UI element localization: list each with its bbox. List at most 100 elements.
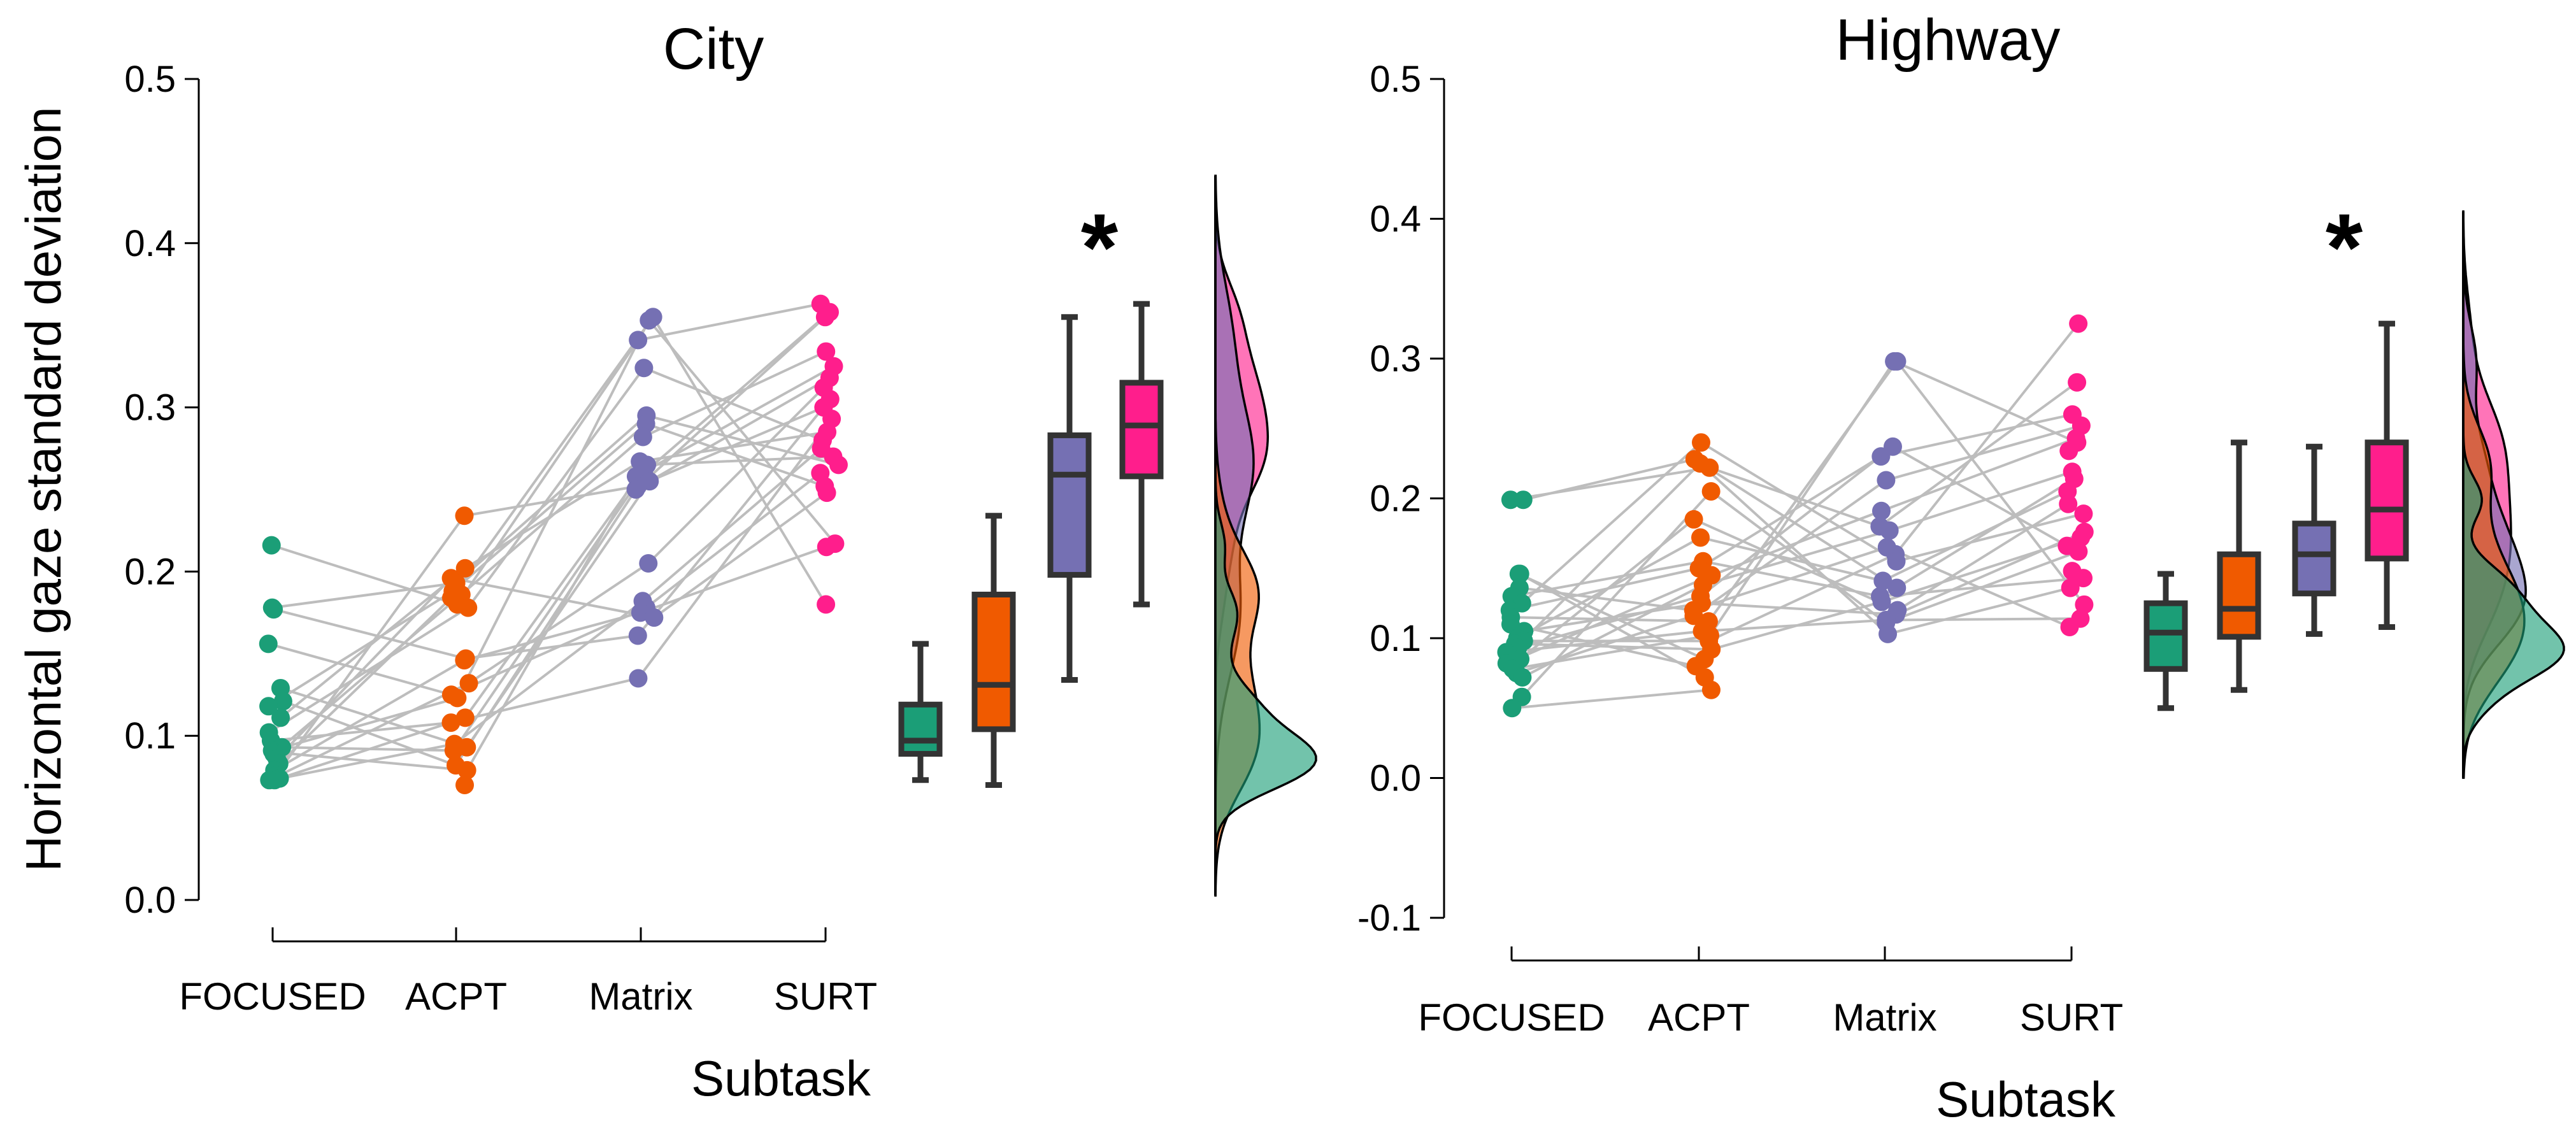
pair-line (1517, 595, 1701, 650)
data-point (1503, 699, 1522, 718)
pair-line (643, 366, 824, 442)
data-point (639, 554, 658, 573)
pair-line (271, 544, 458, 606)
data-point (1692, 433, 1711, 452)
data-point (273, 692, 292, 711)
density-focused (1214, 176, 1317, 896)
points-focused (259, 536, 292, 790)
pair-line (1511, 560, 1703, 598)
pair-line (1521, 441, 1702, 604)
data-point (1691, 528, 1710, 547)
pair-line (637, 418, 833, 680)
paired-lines (268, 303, 839, 782)
pair-line (1882, 490, 2068, 582)
data-point (1877, 471, 1896, 490)
pair-line (1522, 458, 1695, 501)
x-tick-label-matrix: Matrix (589, 975, 692, 1018)
y-tick-label: 0.4 (124, 223, 176, 264)
pair-line (455, 414, 648, 584)
data-point (1701, 482, 1721, 501)
data-point (441, 713, 461, 732)
data-point (2072, 528, 2091, 547)
pair-line (450, 677, 639, 724)
data-point (817, 483, 836, 503)
significance-star: * (1081, 194, 1119, 301)
boxplot-acpt (2217, 439, 2261, 693)
pair-line (1893, 360, 2078, 444)
data-point (271, 708, 290, 727)
x-tick-label-acpt: ACPT (405, 975, 507, 1018)
pair-line (278, 597, 452, 765)
box-iqr (2292, 520, 2336, 597)
data-point (1513, 490, 1533, 510)
pair-line (648, 319, 836, 545)
data-point (1684, 606, 1703, 625)
y-tick-label: 0.4 (1370, 199, 1421, 240)
pair-line (268, 590, 454, 708)
pair-line (1894, 322, 2080, 555)
pair-line (640, 545, 827, 614)
pair-line (1880, 437, 2077, 513)
data-point (2074, 569, 2093, 588)
x-axis-title: Subtask (691, 1050, 871, 1106)
pair-line (1896, 360, 2086, 606)
data-point (1887, 552, 1906, 571)
pair-line (450, 316, 654, 599)
data-point (629, 669, 648, 688)
pair-line (282, 700, 457, 767)
pair-line (1896, 503, 2069, 611)
pair-line (1701, 602, 1896, 616)
pair-line (280, 687, 468, 749)
pair-line (1711, 601, 1882, 651)
data-point (633, 427, 652, 446)
pair-line (638, 303, 821, 341)
pair-line (1698, 455, 1882, 569)
data-point (2069, 542, 2088, 561)
pair-line (1885, 424, 2082, 482)
pair-line (273, 659, 465, 772)
pair-line (464, 464, 648, 719)
boxplot-matrix (1047, 314, 1092, 683)
data-point (1684, 510, 1703, 529)
boxplot-matrix (2292, 443, 2336, 637)
density-plots (1214, 175, 1317, 897)
pair-line (1885, 550, 2079, 624)
pair-line (1521, 490, 1712, 698)
data-point (455, 776, 475, 795)
pair-line (1699, 445, 1894, 597)
pair-line (647, 387, 825, 564)
pair-line (273, 593, 462, 755)
x-tick-label-focused: FOCUSED (1418, 996, 1605, 1039)
boxplot-surt (2365, 320, 2409, 630)
data-point (2060, 617, 2079, 636)
data-point (259, 697, 278, 716)
pair-line (648, 376, 831, 483)
pair-line (1708, 553, 1896, 643)
points-acpt (1684, 433, 1721, 699)
y-tick-label: 0.5 (124, 59, 176, 100)
pair-line (1693, 518, 1898, 611)
box-iqr (1119, 380, 1164, 480)
x-tick-label-surt: SURT (774, 975, 877, 1018)
pair-line (467, 367, 645, 609)
pair-line (279, 743, 455, 780)
data-point (2061, 578, 2080, 597)
data-point (1880, 521, 1899, 540)
data-point (455, 559, 475, 578)
data-point (817, 538, 836, 557)
data-point (628, 626, 647, 645)
data-point (629, 331, 648, 350)
data-point (626, 480, 645, 499)
pair-line (1889, 470, 2073, 532)
data-point (817, 595, 836, 614)
density-plots (2462, 210, 2565, 779)
pair-line (643, 311, 831, 475)
points-acpt (441, 506, 478, 795)
x-tick-label-acpt: ACPT (1648, 996, 1750, 1039)
pair-line (645, 422, 826, 488)
paired-lines (1506, 322, 2086, 710)
boxplot-focused (2143, 571, 2188, 711)
data-point (457, 760, 476, 780)
data-point (2075, 595, 2094, 614)
box-iqr (898, 701, 943, 757)
